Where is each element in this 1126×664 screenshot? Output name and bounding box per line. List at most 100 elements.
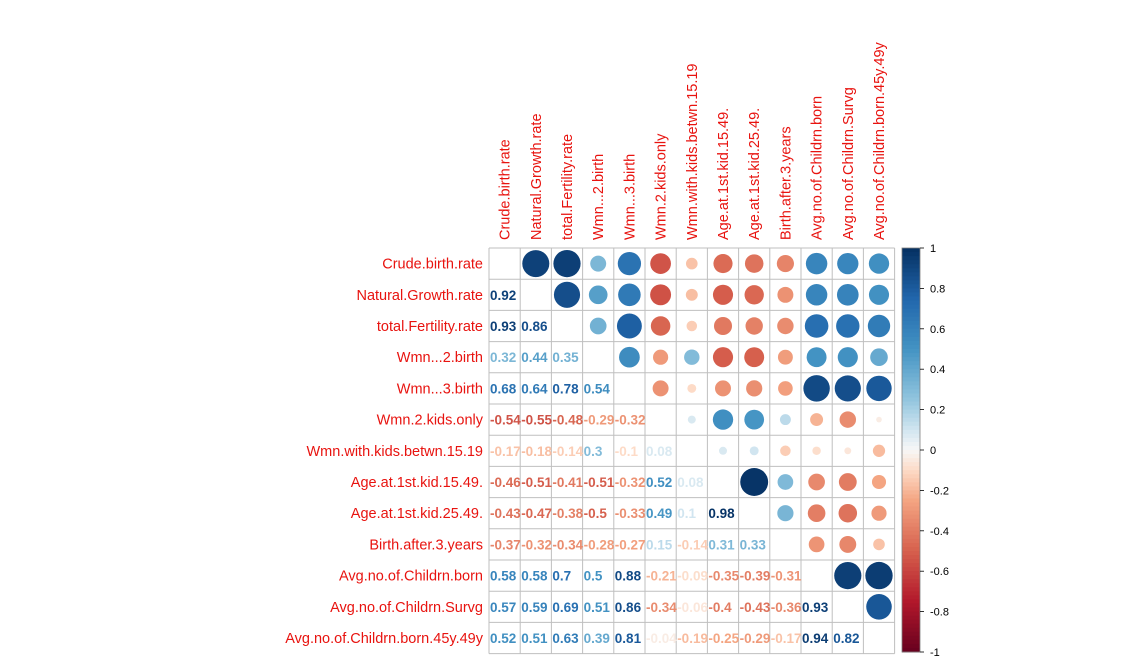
corr-circle (838, 503, 858, 523)
corr-circle (619, 346, 640, 368)
corr-value: 0.32 (490, 350, 516, 365)
colorbar-segment (902, 264, 920, 269)
corr-circle (866, 375, 892, 402)
corr-circle (687, 383, 697, 393)
colorbar-segment (902, 361, 920, 366)
colorbar-segment (902, 332, 920, 338)
corr-circle (777, 349, 793, 365)
colorbar-segment (902, 284, 920, 289)
corr-value: 0.57 (490, 600, 516, 615)
colorbar-segment (902, 409, 920, 415)
corr-circle (834, 375, 861, 402)
corr-circle (687, 415, 696, 424)
corr-circle (777, 474, 794, 490)
row-label: Avg.no.of.Childrn.Survg (330, 600, 483, 616)
corr-circle (873, 538, 885, 551)
corr-circle (808, 473, 825, 491)
column-label: Wmn...3.birth (622, 154, 638, 240)
colorbar-segment (902, 381, 920, 386)
colorbar-segment (902, 316, 920, 322)
colorbar-segment (902, 344, 920, 350)
column-label: Wmn...2.birth (591, 154, 607, 240)
corr-value: -0.14 (552, 444, 583, 459)
corr-value: 0.78 (552, 381, 579, 396)
corr-circle (808, 536, 825, 553)
colorbar-segment (902, 583, 920, 588)
corr-value: 0.64 (521, 381, 548, 396)
colorbar-segment (902, 619, 920, 625)
corr-value: -0.29 (584, 413, 615, 428)
corr-circle (652, 380, 669, 397)
corr-circle (865, 561, 893, 590)
colorbar-segment (902, 296, 920, 302)
corr-value: 0.69 (552, 600, 578, 615)
row-label: Wmn.with.kids.betwn.15.19 (307, 444, 484, 460)
corr-circle (837, 347, 858, 368)
colorbar-segment (902, 441, 920, 447)
corr-value: -0.51 (521, 475, 552, 490)
colorbar-segment (902, 627, 920, 633)
colorbar-segment (902, 579, 920, 584)
colorbar-segment (902, 506, 920, 512)
colorbar-segment (902, 377, 920, 382)
colorbar-segment (902, 393, 920, 398)
colorbar-segment (902, 587, 920, 592)
corr-circle (836, 314, 860, 338)
corr-circle (685, 288, 698, 301)
corr-circle (779, 414, 791, 426)
corr-circle (617, 251, 642, 276)
column-label: Age.at.1st.kid.25.49. (747, 108, 763, 240)
colorbar-segment (902, 272, 920, 277)
column-labels: Crude.birth.rate Natural.Growth.rate total… (498, 41, 888, 240)
corr-circle (746, 380, 763, 397)
colorbar-segment (902, 470, 920, 475)
color-legend: 1 0.8 0.6 0.4 0.2 0 -0.2 -0.4 -0.6 -0.8 -1 (901, 243, 949, 659)
colorbar-segment (902, 357, 920, 362)
corr-circle (876, 416, 882, 423)
colorbar-segment (902, 401, 920, 407)
corr-circle (590, 255, 607, 272)
colorbar-segment (902, 482, 920, 487)
corr-value: -0.32 (615, 475, 646, 490)
corr-circle (780, 445, 791, 457)
colorbar-segment (902, 490, 920, 495)
corr-value: 0.7 (552, 569, 571, 584)
colorbar-segment (902, 522, 920, 528)
corr-value: 0.5 (584, 569, 603, 584)
correlation-grid (488, 247, 896, 655)
corr-circle (744, 347, 765, 368)
corr-circle (740, 468, 769, 496)
colorbar-segment (902, 328, 920, 334)
colorbar-segment (902, 437, 920, 443)
colorbar-segment (902, 308, 920, 314)
corr-circle (810, 413, 824, 427)
corr-value: 0.08 (646, 444, 673, 459)
corr-circle (805, 252, 828, 275)
correlation-marks: 0.92 0.93 0.86 0.32 0.44 0.35 0.68 0.64 0.78 0.54… (490, 250, 893, 646)
corr-circle (553, 250, 581, 278)
column-label: Natural.Growth.rate (529, 113, 545, 240)
colorbar-segment (902, 603, 920, 609)
corr-circle (522, 250, 550, 278)
corr-value: 0.08 (677, 475, 704, 490)
colorbar-segment (902, 454, 920, 459)
colorbar-segment (902, 288, 920, 293)
corr-circle (713, 316, 733, 336)
colorbar-segment (902, 518, 920, 524)
colorbar-segment (902, 256, 920, 261)
colorbar-segment (902, 591, 920, 596)
corr-value: -0.14 (677, 537, 708, 552)
corr-circle (684, 349, 700, 365)
corr-circle (868, 284, 890, 305)
corr-circle (618, 283, 641, 307)
colorbar-tick-label: -1 (930, 647, 940, 659)
corr-value: -0.25 (708, 631, 739, 646)
colorbar-tick-label: 1 (930, 243, 936, 255)
colorbar-segment (902, 353, 920, 358)
row-label: Wmn.2.kids.only (377, 413, 484, 429)
corr-circle (616, 313, 642, 339)
corr-value: -0.04 (646, 631, 677, 646)
colorbar-segment (902, 312, 920, 318)
corr-circle (812, 446, 821, 456)
corr-value: 0.52 (646, 475, 672, 490)
